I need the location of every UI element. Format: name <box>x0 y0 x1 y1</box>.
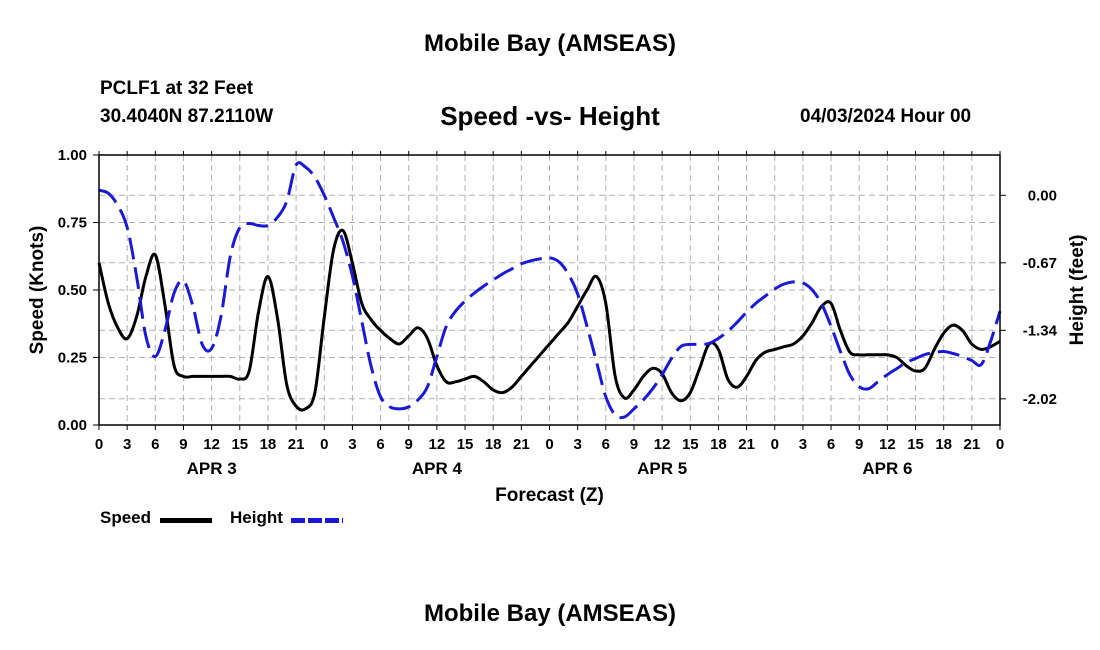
x-tick-label: 21 <box>513 436 530 453</box>
axes: 0 3 6 9 12 15 18 21 0 3 6 9 12 15 18 21 0 3 6 9 12 15 18 21 0 3 6 9… <box>58 147 1058 478</box>
x-tick-label: 15 <box>457 436 474 453</box>
station-coordinates: 30.4040N 87.2110W <box>100 106 274 127</box>
day-label: APR 6 <box>862 459 912 478</box>
y-tick-label: 0.00 <box>58 417 87 434</box>
legend-speed-label: Speed <box>100 508 152 527</box>
x-tick-label: 3 <box>573 436 581 453</box>
x-axis-label: Forecast (Z) <box>495 485 604 506</box>
x-tick-label: 6 <box>376 436 384 453</box>
legend-height-swatch <box>291 518 343 523</box>
day-label: APR 3 <box>187 459 237 478</box>
footer-title: Mobile Bay (AMSEAS) <box>423 600 677 627</box>
y2-tick-label: 0.00 <box>1028 187 1057 204</box>
forecast-datetime: 04/03/2024 Hour 00 <box>800 106 972 127</box>
y2-tick-label: -1.34 <box>1023 322 1058 339</box>
x-tick-label: 15 <box>231 436 248 453</box>
x-tick-label: 0 <box>996 436 1004 453</box>
day-label: APR 5 <box>637 459 687 478</box>
x-tick-label: 12 <box>879 436 896 453</box>
x-tick-label: 21 <box>288 436 305 453</box>
x-tick-label: 3 <box>123 436 131 453</box>
series-layer <box>97 161 1002 420</box>
x-tick-label: 21 <box>738 436 755 453</box>
x-tick-label: 18 <box>710 436 727 453</box>
x-tick-label: 0 <box>320 436 328 453</box>
y-axis-label: Speed (Knots) <box>27 226 48 355</box>
x-tick-label: 3 <box>348 436 356 453</box>
grid <box>99 155 1000 425</box>
x-tick-label: 9 <box>630 436 638 453</box>
x-tick-label: 18 <box>485 436 502 453</box>
chart-subtitle: Speed -vs- Height <box>440 101 660 131</box>
x-tick-label: 0 <box>95 436 103 453</box>
x-tick-label: 15 <box>682 436 699 453</box>
height-series-line <box>98 161 1002 420</box>
x-tick-label: 6 <box>602 436 610 453</box>
y-tick-label: 1.00 <box>58 147 87 164</box>
legend-height-label: Height <box>230 508 283 527</box>
x-tick-label: 3 <box>799 436 807 453</box>
y-tick-label: 0.25 <box>58 350 87 367</box>
x-tick-label: 9 <box>405 436 413 453</box>
y-tick-label: 0.50 <box>58 282 87 299</box>
y2-axis-label: Height (feet) <box>1067 235 1088 346</box>
x-tick-label: 6 <box>827 436 835 453</box>
x-tick-label: 12 <box>203 436 220 453</box>
x-tick-label: 18 <box>260 436 277 453</box>
x-tick-label: 9 <box>179 436 187 453</box>
station-label: PCLF1 at 32 Feet <box>100 78 254 99</box>
x-tick-label: 18 <box>935 436 952 453</box>
x-tick-label: 12 <box>654 436 671 453</box>
x-tick-label: 0 <box>771 436 779 453</box>
x-tick-label: 9 <box>855 436 863 453</box>
speed-series-line <box>97 228 1001 412</box>
x-tick-label: 0 <box>545 436 553 453</box>
legend-speed-swatch <box>160 518 212 523</box>
day-label: APR 4 <box>412 459 463 478</box>
chart-title: Mobile Bay (AMSEAS) <box>423 30 677 57</box>
x-tick-label: 21 <box>964 436 981 453</box>
x-tick-label: 15 <box>907 436 924 453</box>
y2-tick-label: -2.02 <box>1023 391 1057 408</box>
x-tick-label: 12 <box>429 436 446 453</box>
x-tick-label: 6 <box>151 436 159 453</box>
y-tick-label: 0.75 <box>58 215 87 232</box>
y2-tick-label: -0.67 <box>1023 255 1057 272</box>
